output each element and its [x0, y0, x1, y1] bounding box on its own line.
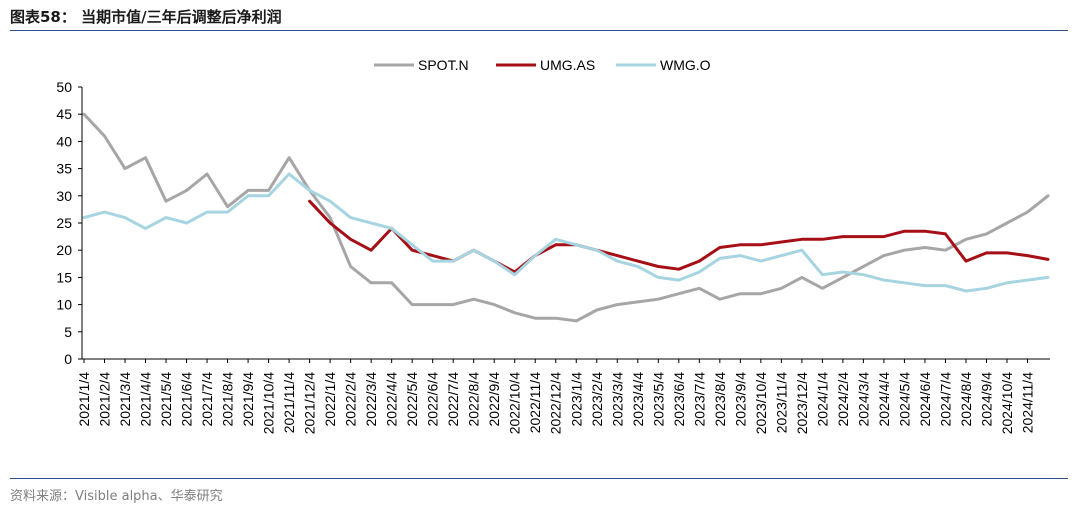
series-line-wmg-o: [82, 172, 1050, 293]
y-tick-label: 40: [56, 133, 72, 149]
x-tick-label: 2023/12/4: [794, 372, 810, 434]
x-tick-label: 2022/3/4: [363, 372, 379, 427]
x-tick-label: 2024/11/4: [1019, 372, 1035, 433]
line-chart: SPOT.N UMG.AS WMG.O 0 5 10 15 20 25 30 35 40 45 50 2…: [56, 57, 1050, 434]
x-tick-label: 2021/5/4: [158, 372, 174, 427]
x-tick-label: 2024/8/4: [958, 372, 974, 427]
y-tick-label: 30: [56, 188, 72, 204]
x-tick-label: 2022/6/4: [425, 372, 441, 427]
y-tick-label: 15: [56, 269, 72, 285]
y-tick-label: 5: [64, 324, 72, 340]
x-tick-label: 2023/7/4: [691, 372, 707, 427]
series-line-spot-n: [82, 112, 1050, 323]
x-tick-label: 2023/8/4: [712, 372, 728, 427]
x-tick-label: 2022/9/4: [486, 372, 502, 427]
x-tick-label: 2024/6/4: [917, 372, 933, 427]
x-tick-label: 2021/11/4: [281, 372, 297, 433]
y-tick-label: 45: [56, 106, 72, 122]
series-line-umg-as: [308, 199, 1050, 274]
x-tick-label: 2021/2/4: [97, 372, 113, 427]
legend: SPOT.N UMG.AS WMG.O: [374, 57, 711, 73]
x-tick-label: 2021/3/4: [117, 372, 133, 427]
footer-divider: [10, 478, 1068, 479]
x-tick-label: 2023/9/4: [732, 372, 748, 427]
x-tick-label: 2022/1/4: [322, 372, 338, 427]
plot-area: [82, 112, 1050, 323]
x-tick-label: 2023/6/4: [671, 372, 687, 427]
x-tick-label: 2022/8/4: [466, 372, 482, 427]
x-tick-label: 2023/10/4: [753, 372, 769, 434]
y-tick-label: 50: [56, 79, 72, 95]
x-tick-label: 2022/4/4: [384, 372, 400, 427]
x-tick-label: 2021/9/4: [240, 372, 256, 427]
x-tick-label: 2022/12/4: [548, 372, 564, 434]
y-tick-label: 0: [64, 351, 72, 367]
x-tick-label: 2023/4/4: [630, 372, 646, 427]
y-tick-label: 10: [56, 297, 72, 313]
y-axis: 0 5 10 15 20 25 30 35 40 45 50: [56, 79, 83, 367]
x-tick-label: 2021/4/4: [138, 372, 154, 427]
x-tick-label: 2023/3/4: [609, 372, 625, 427]
legend-label-spot-n: SPOT.N: [418, 57, 469, 73]
x-tick-label: 2024/1/4: [814, 372, 830, 427]
legend-label-umg-as: UMG.AS: [540, 57, 595, 73]
x-tick-label: 2024/7/4: [937, 372, 953, 427]
x-tick-label: 2021/6/4: [179, 372, 195, 427]
y-tick-label: 25: [56, 215, 72, 231]
x-tick-label: 2021/12/4: [302, 372, 318, 434]
x-axis: 2021/1/4 2021/2/4 2021/3/4 2021/4/4 2021/5/4…: [76, 358, 1050, 434]
x-tick-label: 2023/5/4: [650, 372, 666, 427]
y-tick-label: 35: [56, 161, 72, 177]
figure-title: 图表58： 当期市值/三年后调整后净利润: [10, 8, 282, 26]
x-tick-label: 2022/10/4: [507, 372, 523, 434]
x-tick-label: 2024/9/4: [978, 372, 994, 427]
x-tick-label: 2024/2/4: [835, 372, 851, 427]
x-tick-label: 2021/7/4: [199, 372, 215, 427]
legend-label-wmg-o: WMG.O: [660, 57, 711, 73]
x-tick-label: 2022/7/4: [445, 372, 461, 427]
y-tick-label: 20: [56, 242, 72, 258]
x-tick-label: 2024/4/4: [876, 372, 892, 427]
x-tick-label: 2023/11/4: [773, 372, 789, 433]
x-tick-label: 2022/2/4: [343, 372, 359, 427]
x-tick-label: 2021/8/4: [220, 372, 236, 427]
x-tick-label: 2021/1/4: [76, 372, 92, 427]
x-tick-label: 2021/10/4: [261, 372, 277, 434]
title-divider: [10, 30, 1068, 31]
source-note: 资料来源：Visible alpha、华泰研究: [10, 489, 223, 504]
x-tick-label: 2024/10/4: [999, 372, 1015, 434]
x-tick-label: 2024/5/4: [896, 372, 912, 427]
x-tick-label: 2023/1/4: [568, 372, 584, 427]
x-tick-label: 2022/5/4: [404, 372, 420, 427]
x-tick-label: 2023/2/4: [589, 372, 605, 427]
x-tick-label: 2024/3/4: [855, 372, 871, 427]
x-tick-label: 2022/11/4: [527, 372, 543, 433]
